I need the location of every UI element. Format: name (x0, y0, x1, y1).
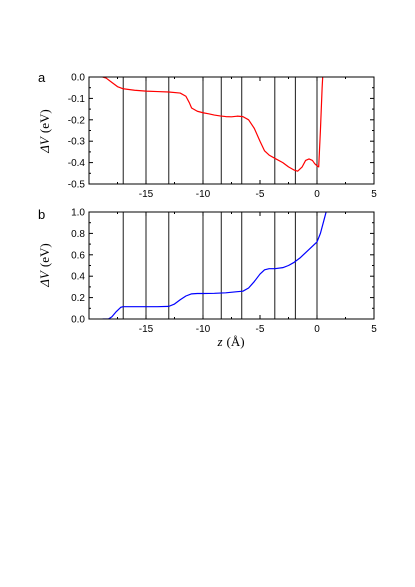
panel-a-xtick-label: -5 (256, 189, 265, 200)
panel-a-ytick-label: -0.2 (68, 115, 86, 126)
panel-a-ytick-label: -0.1 (68, 94, 86, 105)
panel-b-xtick-label: -5 (256, 324, 265, 335)
panel-a-series-line-0 (102, 77, 324, 172)
panel-a-letter: a (38, 70, 46, 85)
panel-b-ytick-label: 0.4 (71, 272, 85, 283)
panel-a-xtick-label: -15 (139, 189, 154, 200)
panel-b-ytick-label: 0.8 (71, 229, 85, 240)
panel-b-xtick-label: 5 (371, 324, 377, 335)
panel-b-ylabel: ΔV(eV) (37, 243, 52, 287)
panel-a-xtick-label: 5 (371, 189, 377, 200)
panel-a-ytick-label: -0.5 (68, 180, 86, 191)
panel-a: a ΔV(eV) -15 -10 -5 0 5 0.0 -0.1 -0.2 -0.3 -0.4 -0… (37, 70, 377, 200)
panel-b-xtick-label: -15 (139, 324, 154, 335)
panel-a-marks: -15 -10 -5 0 5 0.0 -0.1 -0.2 -0.3 -0.4 -0.5 (68, 73, 377, 201)
panel-a-xtick-label: 0 (314, 189, 320, 200)
panel-b-letter: b (38, 207, 45, 222)
panel-a-ytick-label: -0.3 (68, 137, 86, 148)
panel-b: b ΔV(eV) z (Å) -15 -10 -5 0 5 0.0 0.2 0.4 0.6 0.8 1… (37, 207, 377, 349)
panel-b-ytick-label: 0.2 (71, 293, 85, 304)
panel-b-frame (88, 211, 375, 320)
panel-a-frame (88, 76, 375, 185)
panel-b-series-line-0 (102, 212, 327, 319)
panel-a-ylabel: ΔV(eV) (37, 109, 52, 153)
panel-b-ytick-label: 1.0 (71, 208, 85, 219)
panel-a-ytick-label: 0.0 (71, 73, 85, 84)
panel-b-xtick-label: 0 (314, 324, 320, 335)
panel-b-ytick-label: 0.6 (71, 250, 85, 261)
panel-b-marks: -15 -10 -5 0 5 0.0 0.2 0.4 0.6 0.8 1.0 (71, 208, 377, 336)
panel-b-xlabel: z (Å) (216, 334, 244, 349)
panel-a-ytick-label: -0.4 (68, 158, 86, 169)
panel-b-ytick-label: 0.0 (71, 315, 85, 326)
panel-b-xtick-label: -10 (196, 324, 211, 335)
panel-a-xtick-label: -10 (196, 189, 211, 200)
